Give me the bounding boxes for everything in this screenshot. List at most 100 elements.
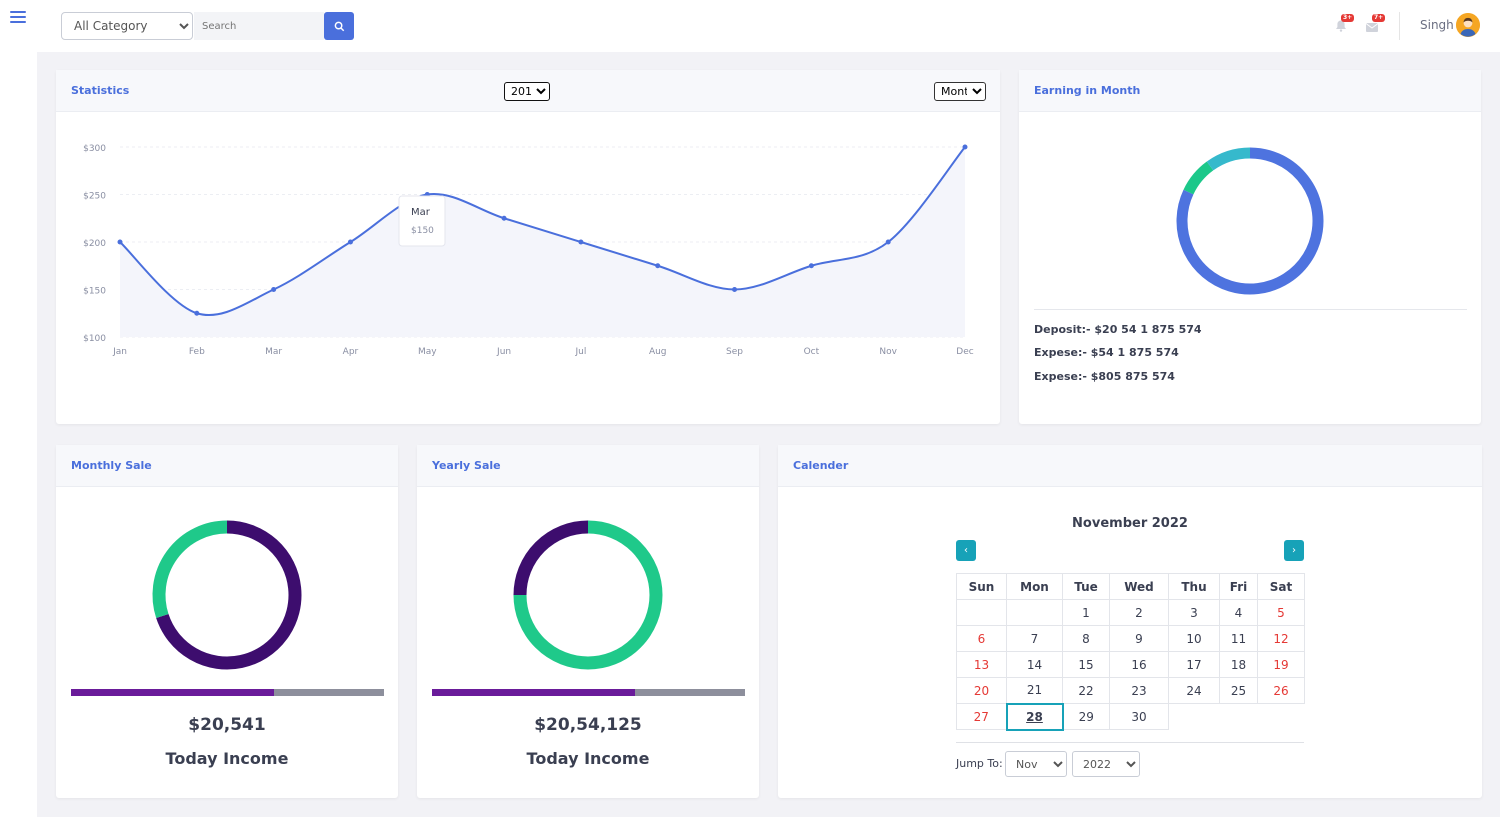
- calendar-prev-button[interactable]: ‹: [956, 540, 976, 561]
- calendar-day[interactable]: 12: [1257, 625, 1305, 652]
- avatar[interactable]: [1456, 13, 1480, 37]
- chart-point[interactable]: [808, 263, 814, 269]
- search-box: [194, 12, 324, 40]
- x-tick-label: Aug: [649, 347, 667, 357]
- weekday-header: Thu: [1168, 573, 1220, 600]
- earning-title: Earning in Month: [1034, 84, 1141, 97]
- chart-point[interactable]: [962, 144, 968, 150]
- calendar-day[interactable]: 21: [1006, 677, 1063, 704]
- jump-year-select[interactable]: 2022: [1072, 751, 1140, 777]
- calendar-day[interactable]: 15: [1062, 651, 1110, 678]
- donut-segment[interactable]: [1183, 161, 1214, 195]
- statistics-title: Statistics: [71, 84, 130, 97]
- calendar-day[interactable]: 20: [956, 677, 1007, 704]
- weekday-header: Tue: [1062, 573, 1110, 600]
- calendar-next-button[interactable]: ›: [1284, 540, 1304, 561]
- x-tick-label: Feb: [189, 347, 205, 357]
- calendar-day[interactable]: 10: [1168, 625, 1220, 652]
- calendar-day-empty: [1169, 704, 1220, 730]
- calendar-day[interactable]: 4: [1219, 599, 1258, 626]
- calendar-day[interactable]: 8: [1062, 625, 1110, 652]
- donut-segment[interactable]: [152, 520, 228, 619]
- y-tick-label: $200: [83, 239, 106, 249]
- statistics-line-chart: $100 $150 $200 $250 $300 Jan Feb Mar Apr May Jun Ju…: [83, 144, 974, 357]
- monthly-sale-title: Monthly Sale: [71, 459, 152, 472]
- calendar-day[interactable]: 9: [1109, 625, 1169, 652]
- yearly-sale-progress-fill: [432, 689, 636, 696]
- notifications-button[interactable]: 3+: [1334, 14, 1355, 32]
- x-tick-label: Dec: [956, 347, 973, 357]
- menu-toggle-icon[interactable]: [10, 8, 26, 24]
- calendar-week-row: 6 7 8 9 10 11 12: [956, 625, 1305, 652]
- chart-point[interactable]: [194, 310, 200, 316]
- calendar-day[interactable]: 30: [1109, 703, 1169, 730]
- donut-segment[interactable]: [513, 520, 589, 596]
- calendar-day[interactable]: 5: [1257, 599, 1305, 626]
- calendar-day[interactable]: 18: [1219, 651, 1258, 678]
- x-tick-label: May: [418, 347, 437, 357]
- yearly-sale-donut-chart: [513, 520, 663, 670]
- year-select[interactable]: 2018: [504, 82, 550, 101]
- yearly-sale-card: Yearly Sale $20,54,125 Today Income: [417, 445, 759, 798]
- calendar-day[interactable]: 23: [1109, 677, 1169, 704]
- yearly-sale-progress: [432, 689, 745, 696]
- donut-segment[interactable]: [1176, 147, 1324, 295]
- monthly-sale-label: Today Income: [165, 749, 289, 768]
- calendar-day[interactable]: 1: [1062, 599, 1110, 626]
- calendar-day[interactable]: 26: [1257, 677, 1305, 704]
- category-select[interactable]: All Category: [61, 12, 193, 40]
- calendar-day[interactable]: 14: [1006, 651, 1063, 678]
- expense-text-2: Expese:- $805 875 574: [1034, 370, 1175, 383]
- donut-segment[interactable]: [513, 520, 663, 670]
- tooltip-value: $150: [411, 226, 434, 236]
- calendar-day-empty: [1220, 704, 1258, 730]
- chart-point[interactable]: [655, 263, 661, 269]
- chart-point[interactable]: [501, 215, 507, 221]
- calendar-day[interactable]: 16: [1109, 651, 1169, 678]
- chart-point[interactable]: [732, 287, 738, 292]
- chart-point[interactable]: [885, 239, 891, 245]
- weekday-header: Mon: [1006, 573, 1063, 600]
- y-tick-label: $300: [83, 144, 106, 154]
- x-tick-label: Nov: [879, 347, 897, 357]
- calendar-day[interactable]: 17: [1168, 651, 1220, 678]
- user-name[interactable]: Singh: [1420, 18, 1454, 32]
- chart-point[interactable]: [117, 239, 123, 245]
- calendar-day[interactable]: 19: [1257, 651, 1305, 678]
- search-button[interactable]: [324, 12, 354, 40]
- donut-segment[interactable]: [156, 520, 302, 670]
- y-tick-label: $150: [83, 287, 106, 297]
- calendar-day[interactable]: 2: [1109, 599, 1169, 626]
- monthly-sale-card-header: Monthly Sale: [56, 445, 398, 487]
- calendar-day[interactable]: 6: [956, 625, 1007, 652]
- weekday-header: Fri: [1219, 573, 1258, 600]
- x-tick-label: Jan: [112, 347, 127, 357]
- messages-button[interactable]: 7+: [1365, 14, 1386, 32]
- calendar-card: Calender November 2022 ‹ › Sun Mon Tue W…: [778, 445, 1482, 798]
- search-input[interactable]: [194, 12, 324, 40]
- notification-badge: 3+: [1341, 14, 1355, 22]
- calendar-day[interactable]: 24: [1168, 677, 1220, 704]
- calendar-day[interactable]: 7: [1006, 625, 1063, 652]
- calendar-day-empty: [1006, 599, 1063, 626]
- calendar-day[interactable]: 3: [1168, 599, 1220, 626]
- calendar-day[interactable]: 22: [1062, 677, 1110, 704]
- calendar-day-today[interactable]: 28: [1005, 702, 1064, 731]
- period-select[interactable]: Month: [934, 82, 986, 101]
- jump-month-select[interactable]: Nov: [1005, 751, 1067, 777]
- weekday-header: Sun: [956, 573, 1007, 600]
- chart-point[interactable]: [578, 239, 584, 245]
- calendar-day[interactable]: 13: [956, 651, 1007, 678]
- chart-point[interactable]: [271, 287, 277, 292]
- calendar-day[interactable]: 29: [1062, 703, 1110, 730]
- chart-point[interactable]: [347, 239, 353, 245]
- monthly-sale-donut-chart: [152, 520, 302, 670]
- left-sidebar-strip: [0, 52, 37, 817]
- user-avatar-icon: [1456, 13, 1480, 37]
- x-tick-label: Jul: [574, 347, 586, 357]
- earning-divider: [1034, 309, 1467, 310]
- calendar-day[interactable]: 25: [1219, 677, 1258, 704]
- donut-segment[interactable]: [1206, 147, 1251, 171]
- calendar-day[interactable]: 11: [1219, 625, 1258, 652]
- calendar-day[interactable]: 27: [956, 703, 1007, 730]
